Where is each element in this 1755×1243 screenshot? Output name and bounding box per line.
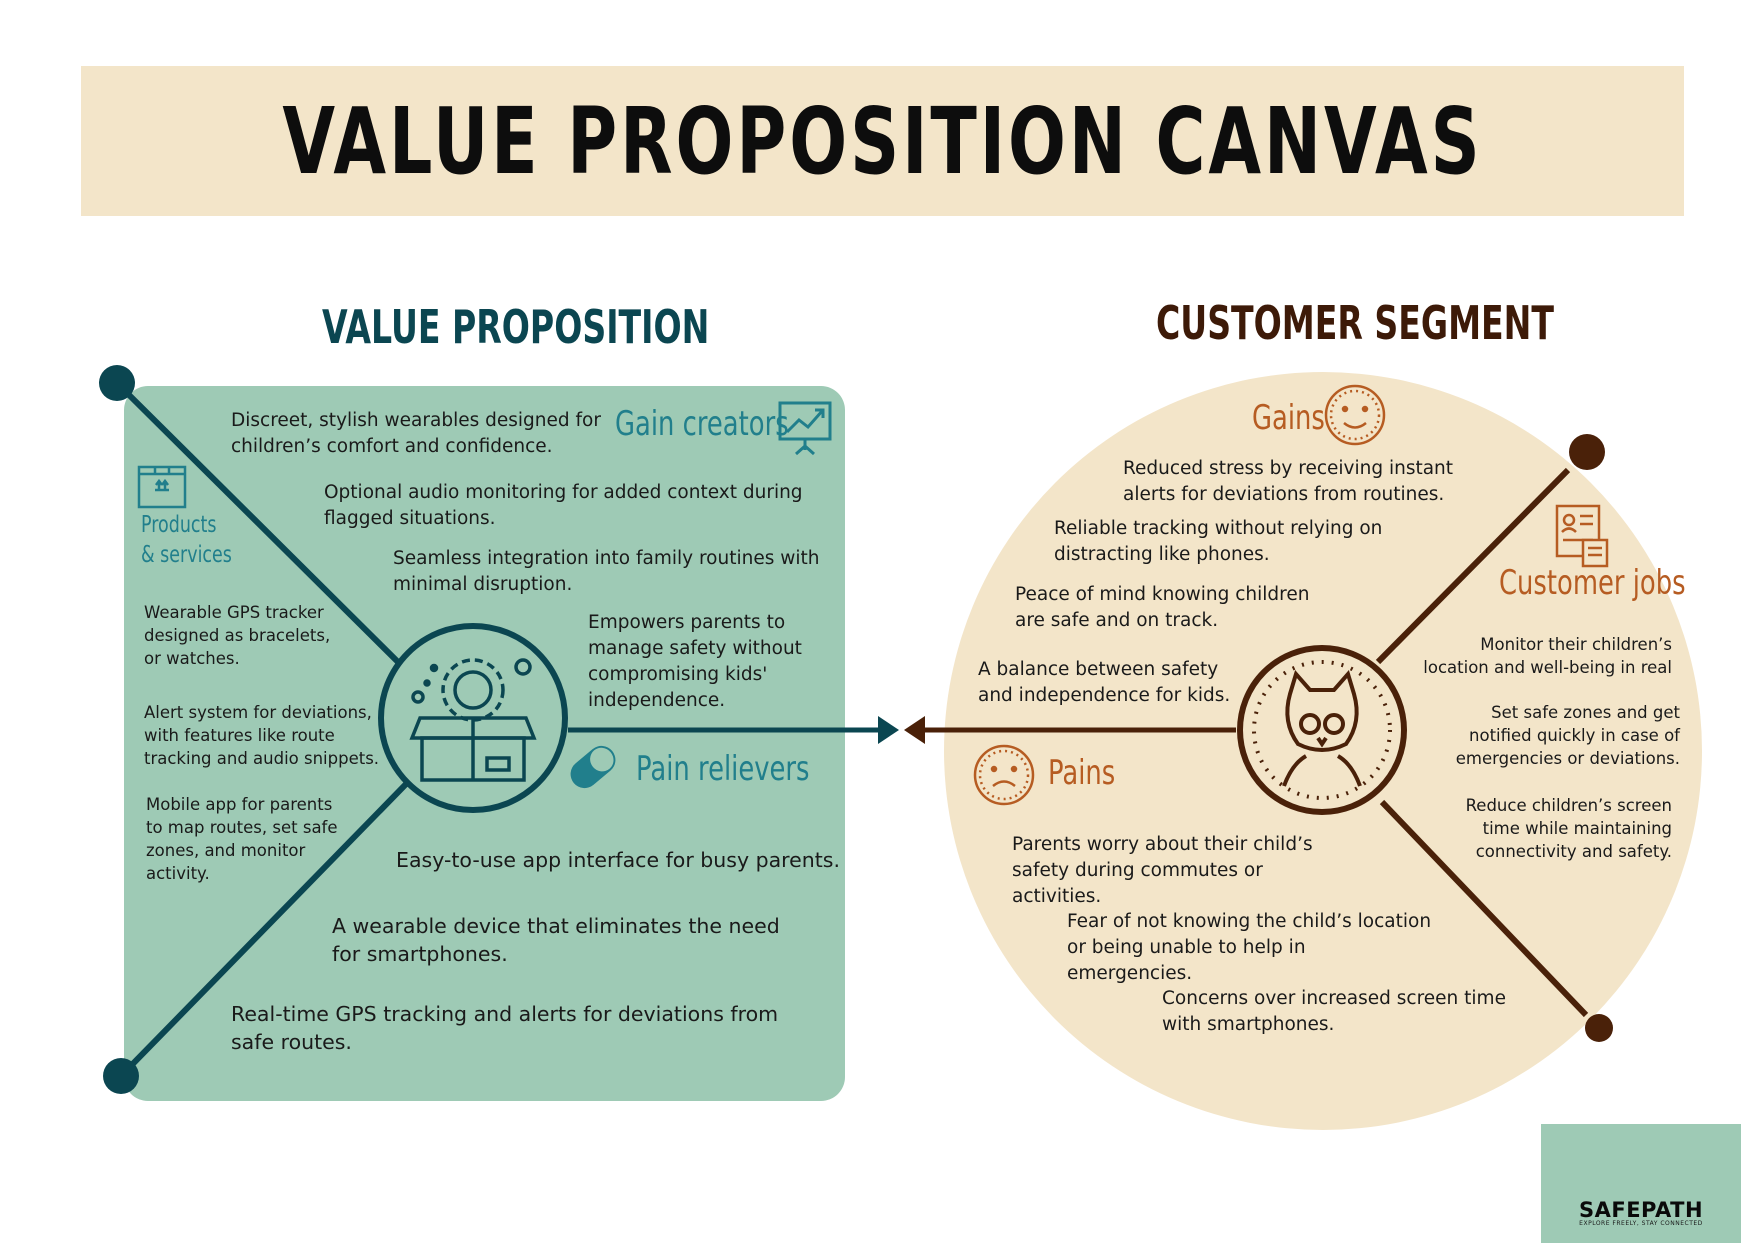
resume-document-icon [1555, 504, 1609, 568]
gain-creators-label: Gain creators [615, 404, 789, 444]
pain-item: Parents worry about their child’s safety… [1012, 834, 1313, 907]
products-services-label: Products & services [141, 512, 232, 568]
logo-tagline: EXPLORE FREELY, STAY CONNECTED [1579, 1220, 1703, 1227]
pill-icon [570, 745, 616, 789]
customer-job-item: Reduce children’s screen time while main… [1465, 796, 1672, 861]
connector-dot [1569, 434, 1605, 470]
gain-creator-item: Optional audio monitoring for added cont… [324, 482, 803, 529]
presentation-chart-icon [778, 401, 832, 456]
gain-item: A balance between safety and independenc… [978, 659, 1231, 706]
connector-dot [99, 365, 135, 401]
gain-creator-item: Discreet, stylish wearables designed for… [231, 410, 601, 457]
product-service-item: Alert system for deviations, with featur… [144, 703, 380, 768]
pain-item: Concerns over increased screen time with… [1162, 988, 1506, 1035]
gift-box-gear-icon [378, 623, 568, 813]
safepath-logo [1541, 1124, 1741, 1243]
pains-label: Pains [1048, 753, 1116, 793]
arrow-right-icon [878, 716, 899, 744]
product-service-item: Mobile app for parents to map routes, se… [146, 795, 338, 883]
pain-relievers-label: Pain relievers [636, 749, 810, 789]
customer-segment-title: CUSTOMER SEGMENT [1156, 296, 1554, 350]
customer-jobs-label: Customer jobs [1499, 563, 1686, 603]
page-title: VALUE PROPOSITION CANVAS [282, 87, 1483, 195]
logo-name: SAFEPATH [1578, 1198, 1704, 1222]
gains-label: Gains [1252, 398, 1325, 438]
value-proposition-title: VALUE PROPOSITION [322, 300, 710, 354]
pain-reliever-item: Easy-to-use app interface for busy paren… [396, 848, 841, 872]
title-banner [81, 66, 1684, 216]
customer-job-item: Monitor their children’s location and we… [1423, 635, 1672, 677]
pain-reliever-item: Real-time GPS tracking and alerts for de… [231, 1002, 779, 1054]
package-box-icon [137, 465, 187, 509]
gain-item: Reliable tracking without relying on dis… [1054, 518, 1383, 565]
product-service-item: Wearable GPS tracker designed as bracele… [144, 603, 331, 668]
smiley-face-icon [1324, 384, 1386, 446]
owl-badge-icon [1237, 645, 1407, 815]
arrow-left-icon [904, 716, 925, 744]
gain-creator-item: Empowers parents to manage safety withou… [588, 612, 802, 711]
connector-dot [103, 1058, 139, 1094]
sad-face-icon [973, 744, 1035, 806]
customer-job-item: Set safe zones and get notified quickly … [1455, 703, 1680, 768]
connector-dot [1585, 1014, 1613, 1042]
pain-reliever-item: A wearable device that eliminates the ne… [332, 914, 780, 966]
gain-creator-item: Seamless integration into family routine… [393, 548, 820, 595]
gain-item: Reduced stress by receiving instant aler… [1123, 458, 1454, 505]
pain-item: Fear of not knowing the child’s location… [1067, 911, 1432, 984]
gain-item: Peace of mind knowing children are safe … [1015, 584, 1310, 631]
